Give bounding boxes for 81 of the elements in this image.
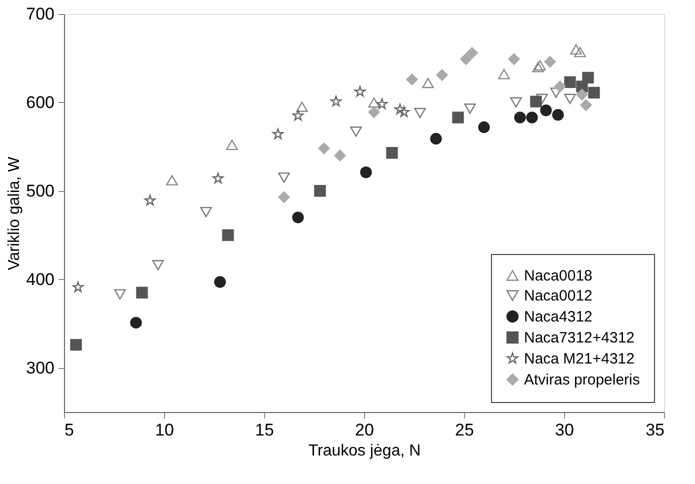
point xyxy=(588,86,600,99)
x-tick-label: 15 xyxy=(255,420,274,440)
point xyxy=(430,132,442,145)
legend-label: Atviras propeleris xyxy=(524,372,640,388)
point xyxy=(452,112,464,124)
point xyxy=(318,142,330,154)
point xyxy=(334,150,346,162)
point xyxy=(564,76,576,88)
point xyxy=(564,94,576,104)
point xyxy=(386,147,398,159)
x-tick-label: 10 xyxy=(155,420,174,440)
point xyxy=(540,104,552,116)
point xyxy=(570,44,582,55)
point xyxy=(226,140,238,150)
point xyxy=(582,72,594,84)
point xyxy=(296,102,308,112)
y-tick-label: 600 xyxy=(26,92,54,112)
x-tick-label: 5 xyxy=(64,420,74,440)
point xyxy=(460,53,472,65)
point xyxy=(514,112,526,124)
point xyxy=(536,94,548,104)
point xyxy=(278,191,290,203)
point xyxy=(574,46,586,58)
point xyxy=(422,78,434,88)
point xyxy=(436,69,448,81)
point xyxy=(510,97,522,108)
point xyxy=(136,286,148,298)
legend-label: Naca0012 xyxy=(524,288,592,304)
point xyxy=(330,96,342,106)
point xyxy=(554,80,566,92)
x-tick-label: 30 xyxy=(555,420,574,440)
point xyxy=(508,53,520,65)
point xyxy=(152,260,164,270)
point xyxy=(368,106,380,118)
x-tick-label: 35 xyxy=(646,420,664,440)
point xyxy=(376,98,388,110)
point xyxy=(72,281,84,292)
point xyxy=(360,166,372,178)
point xyxy=(580,99,592,111)
point xyxy=(414,108,426,118)
point xyxy=(368,97,380,108)
point xyxy=(144,194,156,206)
y-tick-label: 400 xyxy=(26,270,54,289)
y-tick-label: 300 xyxy=(26,358,54,378)
point xyxy=(350,126,362,137)
point xyxy=(394,104,406,114)
point xyxy=(552,108,564,121)
point xyxy=(314,185,326,197)
point xyxy=(576,88,588,100)
legend-label: Naca4312 xyxy=(524,308,592,326)
point xyxy=(200,206,212,218)
point xyxy=(466,47,478,59)
point xyxy=(272,128,284,140)
x-axis-title: Traukos jėga, N xyxy=(308,442,421,460)
point xyxy=(544,56,556,68)
point xyxy=(70,338,82,351)
point xyxy=(530,96,542,108)
point xyxy=(222,229,234,241)
point xyxy=(406,74,418,86)
point xyxy=(354,86,366,97)
y-tick-label: 700 xyxy=(26,4,54,24)
legend-label: Naca0018 xyxy=(524,268,592,284)
point xyxy=(526,112,538,124)
x-tick-label: 20 xyxy=(355,420,374,440)
point xyxy=(130,316,142,329)
point xyxy=(114,289,126,300)
point xyxy=(398,106,410,118)
point xyxy=(212,172,224,184)
legend-label: Naca M21+4312 xyxy=(524,350,634,368)
point xyxy=(292,110,304,121)
legend-label: Naca7312+4312 xyxy=(524,330,635,346)
point xyxy=(214,276,226,288)
point xyxy=(478,121,490,134)
y-axis-title: Variklio galia, W xyxy=(6,156,24,270)
point xyxy=(292,212,304,224)
y-tick-label: 500 xyxy=(26,181,54,200)
point xyxy=(166,175,178,186)
x-tick-label: 25 xyxy=(455,420,474,440)
point xyxy=(278,172,290,183)
point xyxy=(464,103,476,114)
point xyxy=(498,69,510,80)
